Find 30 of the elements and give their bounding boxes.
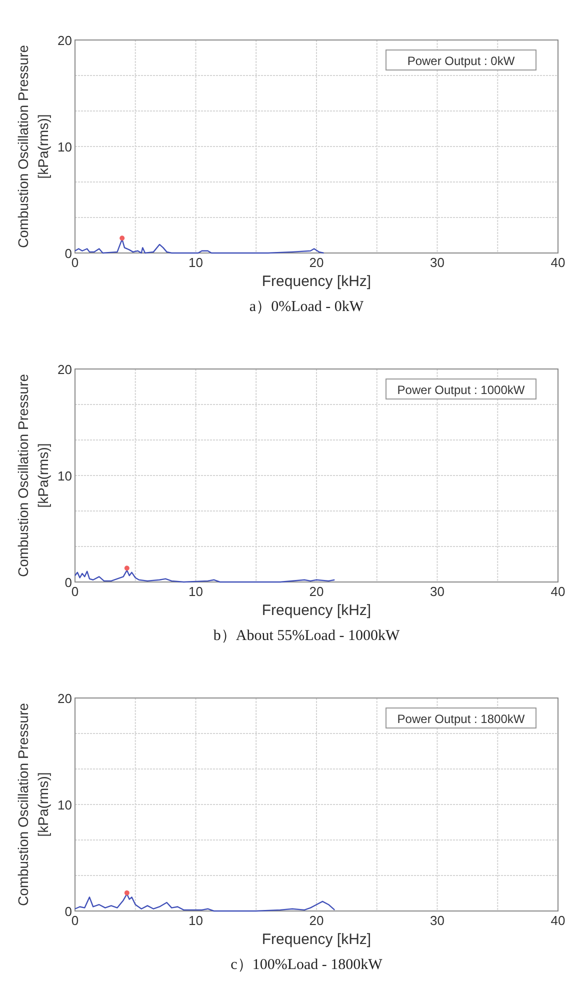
text: c）100%Load - 1800kW [230, 957, 384, 973]
x-axis-title: Frequency [kHz] [262, 273, 372, 290]
x-tick-label: 10 [188, 913, 203, 928]
y-axis-title: Combustion Oscillation Pressure [kPa(rms)] [15, 44, 51, 248]
x-axis-title: Frequency [kHz] [262, 602, 372, 619]
x-tick-label: 20 [309, 913, 324, 928]
annotation: Power Output : 1000kW [397, 383, 526, 397]
x-tick-label: 40 [550, 584, 566, 599]
annotation: Power Output : 1800kW [397, 712, 526, 726]
x-tick-label: 20 [309, 255, 324, 270]
x-tick-label: 20 [309, 584, 324, 599]
y-tick-label: 20 [58, 691, 72, 706]
x-tick-label: 30 [430, 255, 444, 270]
x-tick-label: 10 [188, 584, 203, 599]
x-axis-title: Frequency [kHz] [262, 931, 372, 948]
x-tick-label: 40 [550, 255, 566, 270]
annotation: Power Output : 0kW [407, 54, 516, 68]
x-tick-label: 10 [188, 255, 203, 270]
x-tick-label: 40 [550, 913, 566, 928]
text: b）About 55%Load - 1000kW [213, 628, 400, 644]
y-axis-title: Combustion Oscillation Pressure [kPa(rms)] [15, 374, 51, 578]
x-tick-label: 30 [430, 584, 444, 599]
y-tick-label: 10 [58, 798, 72, 812]
text: a）0%Load - 0kW [249, 299, 364, 315]
y-axis-title: Combustion Oscillation Pressure [kPa(rms)] [15, 702, 51, 906]
y-tick-label: 10 [58, 140, 72, 154]
x-tick-label: 30 [430, 913, 444, 928]
y-tick-label: 10 [58, 468, 72, 484]
y-tick-label: 20 [58, 33, 72, 48]
y-tick-label: 20 [58, 362, 72, 377]
